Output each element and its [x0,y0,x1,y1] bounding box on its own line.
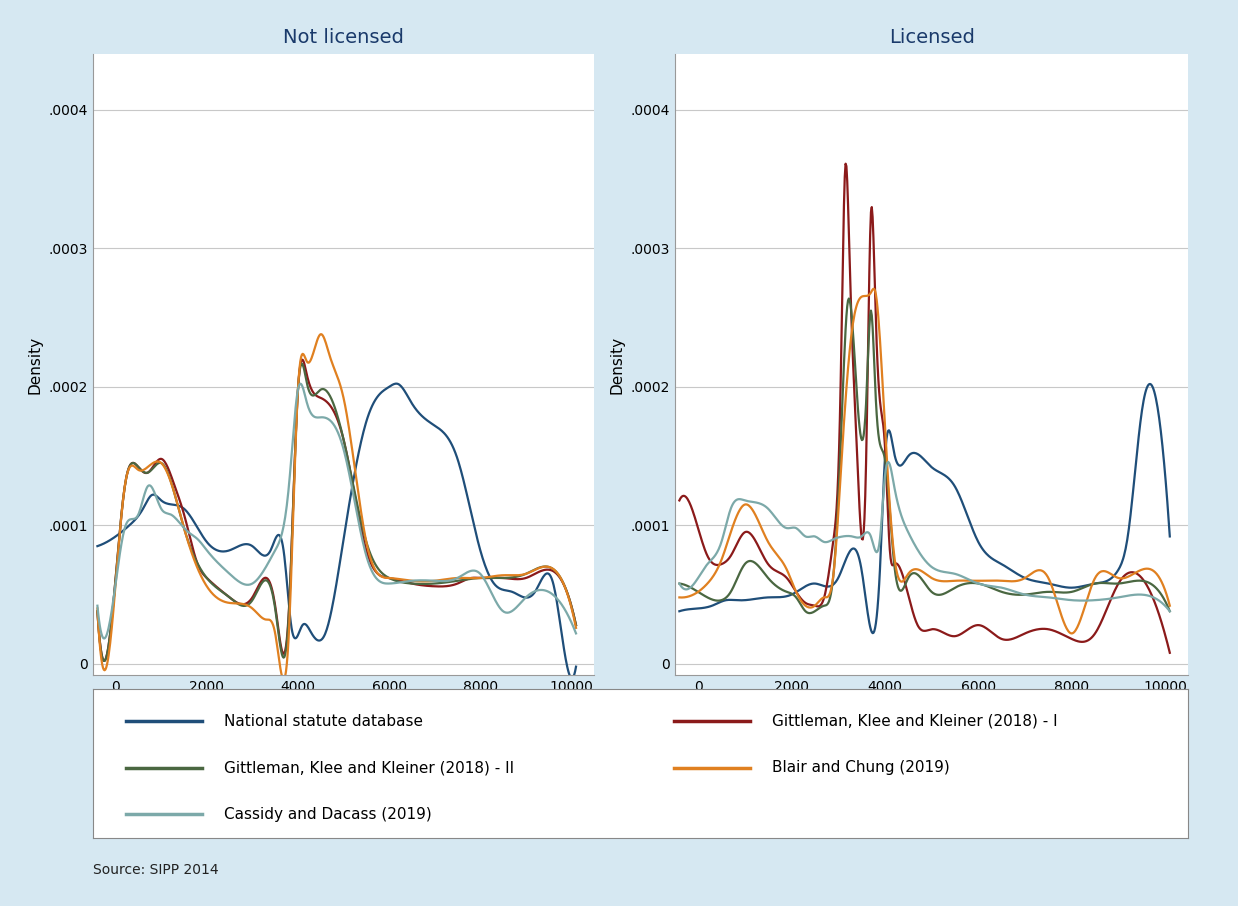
Text: Cassidy and Dacass (2019): Cassidy and Dacass (2019) [224,806,432,822]
Text: Blair and Chung (2019): Blair and Chung (2019) [773,760,950,776]
Text: National statute database: National statute database [224,714,423,729]
Title: Licensed: Licensed [889,28,974,47]
Y-axis label: Density: Density [28,335,43,394]
Text: Gittleman, Klee and Kleiner (2018) - II: Gittleman, Klee and Kleiner (2018) - II [224,760,515,776]
Text: Source: SIPP 2014: Source: SIPP 2014 [93,863,218,876]
Text: Gittleman, Klee and Kleiner (2018) - I: Gittleman, Klee and Kleiner (2018) - I [773,714,1057,729]
Title: Not licensed: Not licensed [284,28,404,47]
X-axis label: Occupation code: Occupation code [279,699,409,715]
Y-axis label: Density: Density [610,335,625,394]
X-axis label: Occupation code: Occupation code [867,699,997,715]
